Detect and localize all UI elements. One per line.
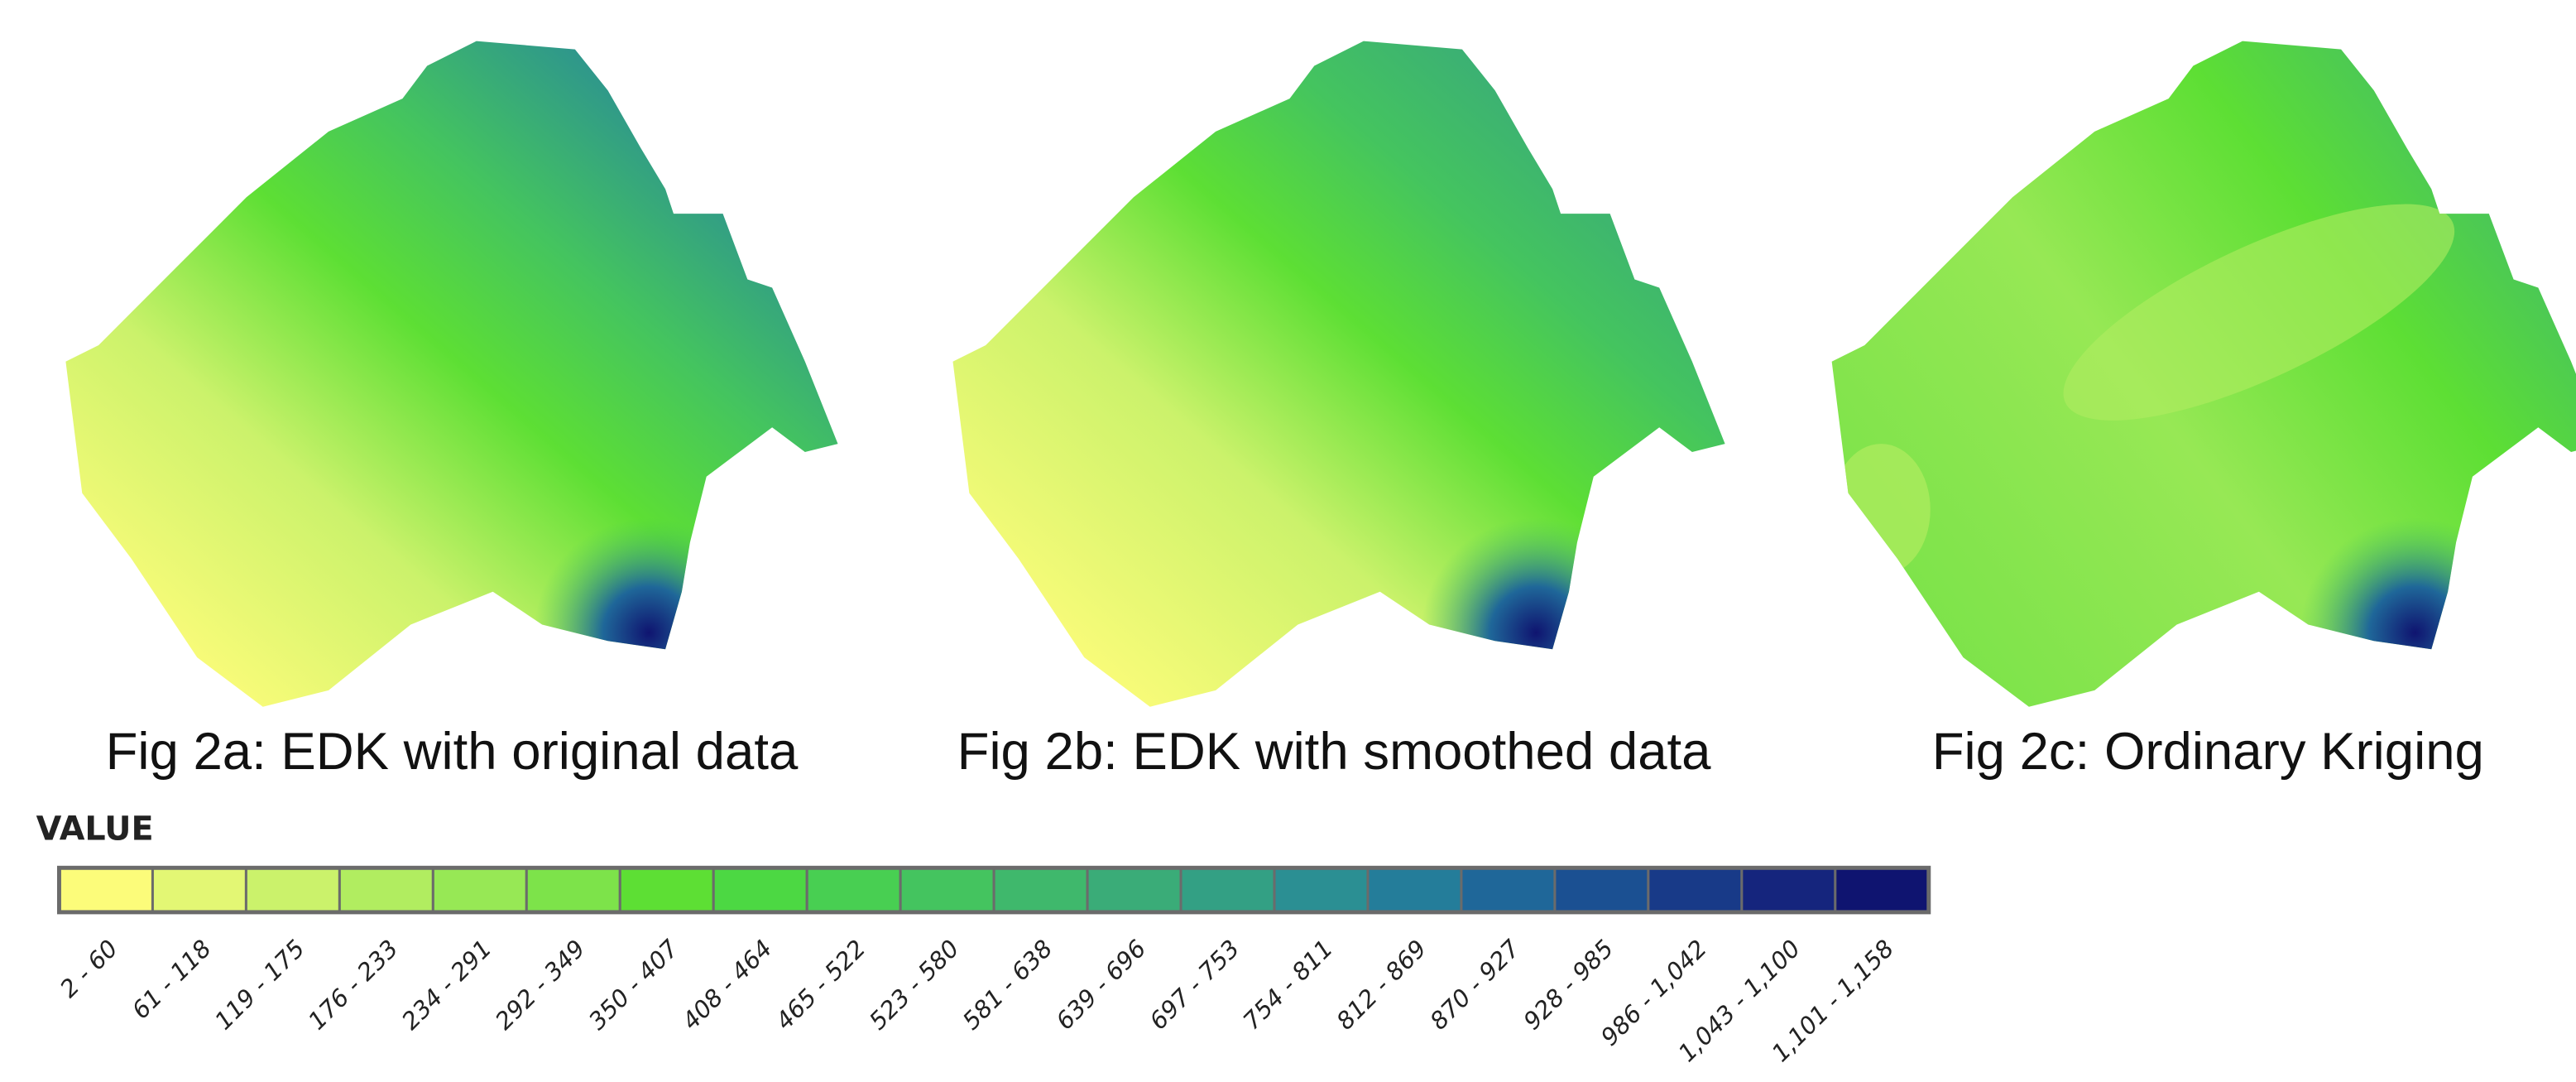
- legend-swatch: [618, 866, 715, 914]
- legend-swatch: [431, 866, 528, 914]
- legend-swatch: [899, 866, 995, 914]
- legend-label: 639 - 696: [1050, 934, 1151, 1035]
- legend-swatch: [525, 866, 621, 914]
- legend-label: 176 - 233: [303, 934, 404, 1035]
- legend-swatch: [1086, 866, 1182, 914]
- legend-swatch: [338, 866, 434, 914]
- legend-label: 697 - 753: [1144, 934, 1245, 1035]
- legend-swatch: [1460, 866, 1557, 914]
- caption: Fig 2c: Ordinary Kriging: [1932, 722, 2484, 781]
- legend-swatch: [1366, 866, 1463, 914]
- legend-label: 119 - 175: [209, 934, 310, 1035]
- legend-swatch: [1179, 866, 1276, 914]
- legend-swatch: [1553, 866, 1650, 914]
- legend-label: 2 - 60: [55, 934, 123, 1003]
- legend-label: 523 - 580: [864, 934, 965, 1035]
- legend-swatch: [57, 866, 154, 914]
- legend-swatch: [151, 866, 247, 914]
- legend-label: 234 - 291: [396, 934, 497, 1035]
- legend-label: 812 - 869: [1331, 934, 1432, 1035]
- legend-label: 928 - 985: [1518, 934, 1619, 1035]
- map-c: [1831, 41, 2576, 707]
- map-b: [952, 41, 1725, 707]
- legend-swatch: [992, 866, 1089, 914]
- legend-label: 292 - 349: [490, 934, 591, 1035]
- legend-label: 465 - 522: [770, 934, 871, 1035]
- legend-swatch: [1647, 866, 1744, 914]
- legend-label: 581 - 638: [957, 934, 1058, 1035]
- legend-label: 408 - 464: [677, 934, 778, 1035]
- legend-swatch: [712, 866, 808, 914]
- legend-label: 61 - 118: [127, 934, 217, 1024]
- map-a: [65, 41, 838, 707]
- legend-swatch: [805, 866, 902, 914]
- legend-swatch: [1740, 866, 1837, 914]
- caption: Fig 2b: EDK with smoothed data: [957, 722, 1712, 781]
- legend-label: 870 - 927: [1424, 934, 1525, 1035]
- legend-label: 754 - 811: [1237, 934, 1338, 1035]
- legend-title: VALUE: [36, 810, 154, 849]
- legend-swatch: [244, 866, 341, 914]
- legend-swatch: [1273, 866, 1370, 914]
- legend-label: 350 - 407: [583, 934, 684, 1035]
- legend-swatch: [1834, 866, 1931, 914]
- caption: Fig 2a: EDK with original data: [106, 722, 799, 781]
- legend-frame: [56, 865, 1931, 915]
